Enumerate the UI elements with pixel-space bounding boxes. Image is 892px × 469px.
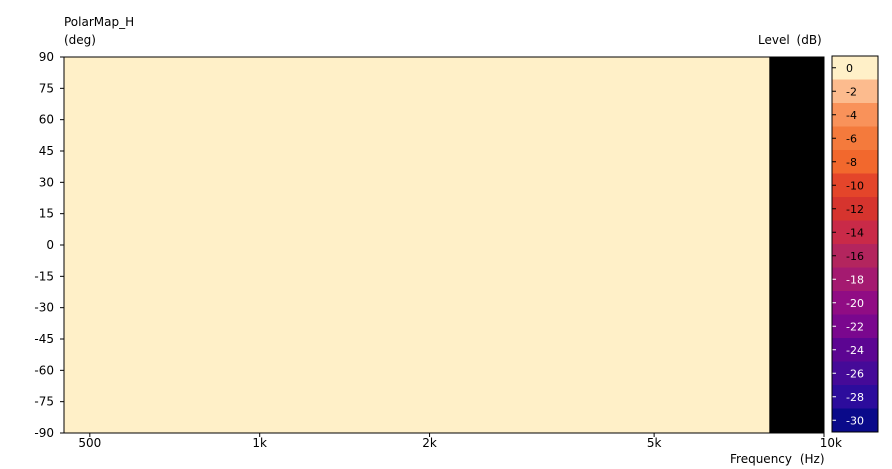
colorbar-level-label: -4 — [846, 109, 857, 122]
y-tick-label: -45 — [34, 332, 54, 346]
colorbar-level-label: -20 — [846, 297, 864, 310]
y-tick-label: 15 — [39, 207, 54, 221]
colorbar-label-text: Level — [758, 33, 790, 47]
x-tick-label: 500 — [78, 436, 101, 450]
colorbar-level-label: -16 — [846, 250, 864, 263]
chart-title: PolarMap_H — [64, 15, 135, 29]
colorbar-level-label: -6 — [846, 132, 857, 145]
x-tick-label: 5k — [647, 436, 662, 450]
colorbar-level-label: -18 — [846, 273, 864, 286]
y-tick-label: 60 — [39, 113, 54, 127]
x-axis-unit: (Hz) — [799, 452, 825, 466]
y-tick-label: -30 — [34, 301, 54, 315]
colorbar-level-label: -26 — [846, 367, 864, 380]
colorbar-cell — [832, 197, 878, 221]
colorbar-level-label: -28 — [846, 391, 864, 404]
colorbar-cell — [832, 126, 878, 151]
y-tick-label: 75 — [39, 81, 54, 95]
colorbar-unit: (dB) — [796, 33, 822, 47]
colorbar-level-label: -2 — [846, 85, 857, 98]
colorbar-cell — [832, 79, 878, 104]
colorbar-cell — [832, 103, 878, 127]
contour-band-0 — [64, 57, 824, 433]
colorbar-label: Level (dB) — [758, 33, 822, 47]
y-tick-label: 90 — [39, 50, 54, 64]
x-tick-label: 10k — [820, 436, 842, 450]
y-tick-label: -90 — [34, 426, 54, 440]
x-tick-label: 2k — [422, 436, 437, 450]
x-axis-label: Frequency (Hz) — [730, 452, 825, 466]
y-tick-label: -15 — [34, 269, 54, 283]
y-tick-label: 0 — [46, 238, 54, 252]
y-tick-label: 45 — [39, 144, 54, 158]
y-axis-label: (deg) — [64, 33, 96, 47]
colorbar-cell — [832, 361, 878, 386]
colorbar-level-label: -10 — [846, 179, 864, 192]
colorbar-cell — [832, 385, 878, 409]
colorbar-level-label: -14 — [846, 226, 864, 239]
x-axis-label-text: Frequency — [730, 452, 792, 466]
colorbar-level-label: -30 — [846, 414, 864, 427]
colorbar-cell — [832, 173, 878, 198]
colorbar-cell — [832, 150, 878, 174]
colorbar-cell — [832, 338, 878, 362]
y-tick-label: -60 — [34, 363, 54, 377]
colorbar-cell — [832, 56, 878, 80]
colorbar-cell — [832, 291, 878, 315]
masked-region — [769, 57, 824, 433]
colorbar-level-label: -24 — [846, 344, 864, 357]
y-tick-label: 30 — [39, 175, 54, 189]
colorbar-frame — [831, 55, 879, 433]
colorbar-cell — [832, 408, 878, 433]
colorbar-cell — [832, 220, 878, 245]
colorbar-cell — [832, 267, 878, 292]
colorbar-level-label: -8 — [846, 156, 857, 169]
colorbar-cell — [832, 314, 878, 339]
colorbar-level-label: -22 — [846, 320, 864, 333]
x-tick-label: 1k — [252, 436, 267, 450]
y-tick-label: -75 — [34, 395, 54, 409]
colorbar-cell — [832, 244, 878, 268]
colorbar-level-label: 0 — [846, 62, 853, 75]
colorbar-level-label: -12 — [846, 203, 864, 216]
